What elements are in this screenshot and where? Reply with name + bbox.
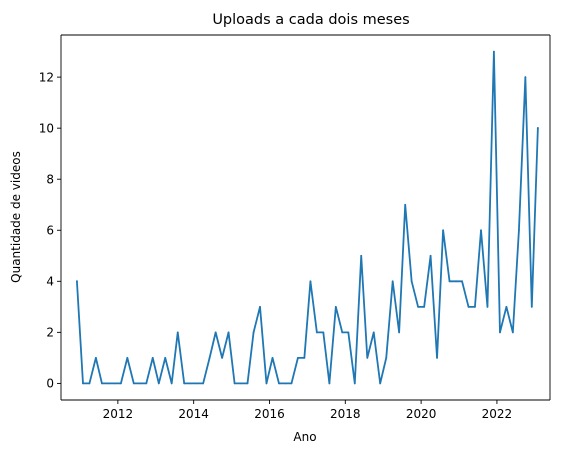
data-point [240,382,242,385]
data-point [455,280,457,283]
data-points [76,50,539,385]
data-point [315,331,318,334]
data-point [322,331,325,334]
chart-title: Uploads a cada dois meses [212,12,409,28]
data-point [385,356,388,359]
data-point [183,382,186,385]
data-point [309,280,312,283]
data-point [467,305,470,308]
data-point [461,280,463,283]
data-point [259,305,261,308]
y-tick-label: 2 [46,326,54,340]
data-point [372,331,375,334]
data-point [157,382,160,385]
x-axis-label: Ano [293,430,316,444]
data-point [379,382,382,385]
x-axis-ticks: 2012 2014 2016 2018 2020 2022 [103,400,513,421]
data-point [334,305,337,308]
data-point [227,331,230,334]
data-point [132,382,135,385]
data-point [442,229,444,232]
data-point [265,382,268,385]
data-point [303,356,306,359]
y-tick-label: 4 [46,275,54,289]
data-point [391,280,394,283]
data-point [297,356,299,359]
y-axis-label: Quantidade de videos [9,151,23,283]
x-tick-label: 2018 [330,407,361,421]
data-point [164,356,167,359]
data-point [360,254,363,257]
y-axis-ticks: 0 2 4 6 8 10 12 [39,70,61,391]
data-point [252,331,255,334]
x-tick-label: 2020 [406,407,437,421]
data-point [505,305,508,308]
data-point [429,254,432,257]
data-point [195,382,198,385]
data-point [126,356,129,359]
axes-frame [60,34,551,401]
data-point [518,229,520,232]
data-point [404,203,407,206]
data-point [151,356,154,359]
data-point [278,382,280,385]
data-point [436,356,438,359]
data-point [328,382,331,385]
data-point [233,382,236,385]
data-point [290,382,293,385]
data-point [145,382,148,385]
data-point [138,382,141,385]
data-point [536,127,539,130]
data-point [88,382,91,385]
data-point [189,382,192,385]
data-point [493,50,495,53]
data-point [524,76,527,79]
data-point [101,382,103,385]
data-point [284,382,287,385]
x-tick-label: 2014 [178,407,209,421]
data-point [246,382,249,385]
data-point [511,331,514,334]
data-point [448,280,451,283]
y-tick-label: 8 [46,173,54,187]
data-point [221,356,224,359]
x-tick-label: 2022 [482,407,513,421]
data-point [530,305,533,308]
data-point [208,356,211,359]
y-tick-label: 12 [39,70,54,84]
data-point [474,305,476,308]
data-point [82,382,84,385]
data-point [214,331,217,334]
data-point [480,229,482,232]
data-point [366,356,369,359]
data-point [176,331,179,334]
data-point [499,331,501,334]
data-point [347,331,350,334]
data-point [107,382,110,385]
data-point [170,382,173,385]
data-point [417,305,419,308]
data-point [202,382,205,385]
y-tick-label: 6 [46,224,54,238]
data-point [410,280,413,283]
series-line [75,50,539,385]
data-point [94,356,97,359]
data-point [423,305,426,308]
data-point [113,382,116,385]
data-point [398,331,401,334]
y-tick-label: 10 [39,121,54,135]
data-point [119,382,122,385]
data-point [486,305,489,308]
y-tick-label: 0 [46,377,54,391]
data-point [76,280,78,283]
x-tick-label: 2016 [254,407,285,421]
data-point [353,382,356,385]
data-point [271,356,274,359]
data-point [341,331,344,334]
x-tick-label: 2012 [103,407,134,421]
